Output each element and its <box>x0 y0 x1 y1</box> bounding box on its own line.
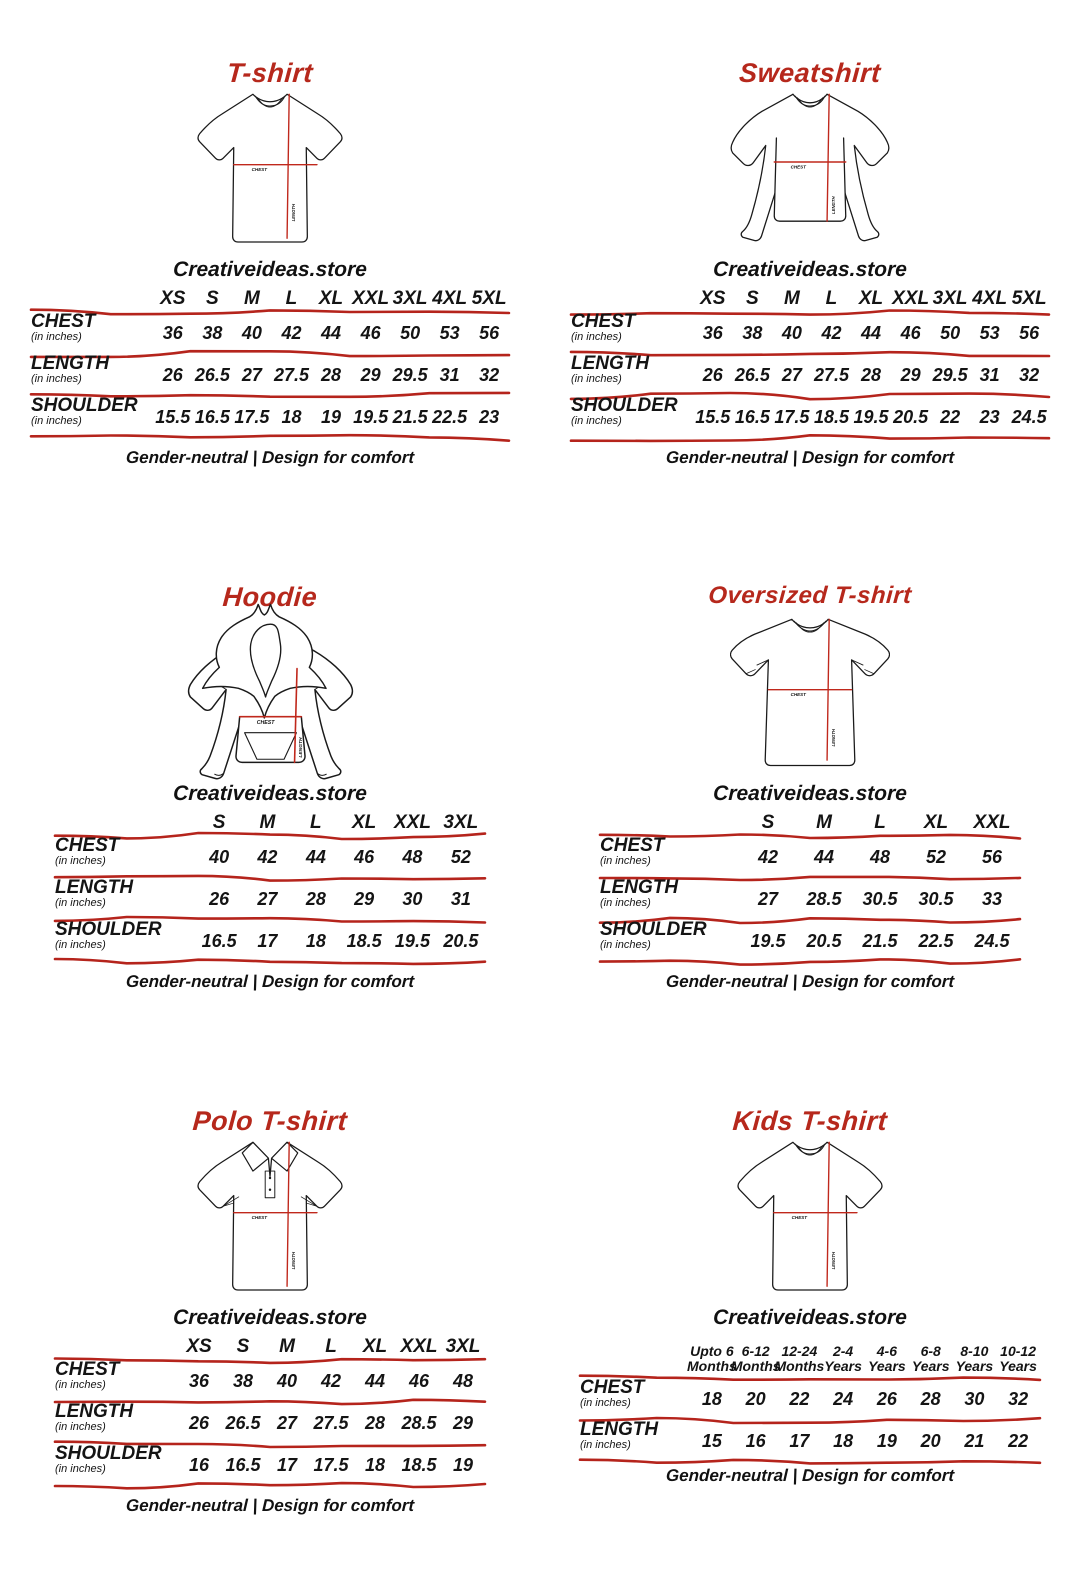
svg-text:CHEST: CHEST <box>256 720 275 726</box>
svg-text:CHEST: CHEST <box>792 1215 809 1220</box>
svg-text:LENGTH: LENGTH <box>291 1251 296 1269</box>
svg-text:CHEST: CHEST <box>252 1215 269 1220</box>
svg-text:CHEST: CHEST <box>252 167 269 172</box>
svg-text:CHEST: CHEST <box>791 164 808 169</box>
svg-text:CHEST: CHEST <box>791 692 808 697</box>
svg-text:LENGTH: LENGTH <box>291 203 296 221</box>
svg-text:LENGTH: LENGTH <box>831 196 836 214</box>
svg-text:LENGTH: LENGTH <box>297 737 303 758</box>
svg-text:LENGTH: LENGTH <box>831 728 836 746</box>
svg-text:LENGTH: LENGTH <box>831 1251 836 1269</box>
